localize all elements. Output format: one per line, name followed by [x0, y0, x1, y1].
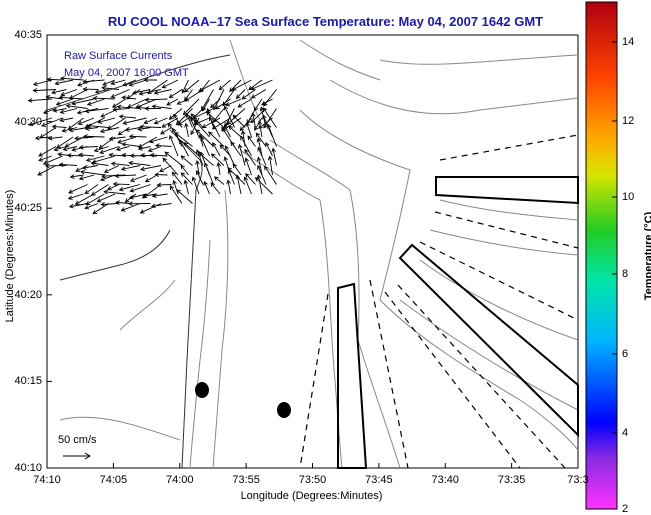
y-tick-label: 40:15 [14, 375, 42, 388]
overlay-line1: Raw Surface Currents [64, 50, 173, 62]
y-tick-label: 40:25 [14, 202, 42, 215]
y-tick-label: 40:30 [14, 115, 42, 128]
buoy-marker [195, 382, 209, 398]
colorbar-tick-label: 12 [622, 115, 635, 127]
x-tick-label: 73:3 [567, 474, 589, 486]
plot-frame [46, 34, 579, 469]
x-tick-label: 73:40 [431, 474, 460, 486]
radar-dashed-lines [299, 134, 579, 469]
colorbar-tick-label: 4 [622, 427, 629, 439]
y-axis-label: Latitude (Degrees:Minutes) [4, 189, 16, 323]
zone-channel-strip [337, 282, 368, 469]
zone-diagonal-band [398, 243, 579, 438]
scale-arrow [63, 452, 91, 460]
colorbar [585, 1, 618, 510]
coastline [46, 54, 231, 469]
y-tick-label: 40:35 [14, 29, 42, 41]
radar-zones [299, 134, 579, 469]
zone-offshore-box [435, 176, 579, 205]
buoy-marker [277, 402, 291, 418]
scale-label: 50 cm/s [58, 434, 97, 446]
y-tick-label: 40:10 [14, 462, 42, 474]
x-tick-label: 74:05 [99, 474, 128, 486]
current-vectors [27, 76, 277, 215]
x-tick-label: 73:45 [365, 474, 393, 486]
y-tick-label: 40:20 [14, 288, 42, 301]
colorbar-tick-label: 6 [622, 348, 629, 360]
bathymetry-contours [59, 39, 579, 469]
colorbar-tick-label: 8 [622, 268, 629, 280]
colorbar-tick-label: 10 [622, 191, 635, 203]
colorbar-tick-label: 14 [622, 36, 635, 48]
x-tick-label: 73:35 [497, 474, 526, 486]
x-tick-label: 74:10 [33, 474, 61, 486]
overlay-line2: May 04, 2007 16:00 GMT [64, 67, 189, 79]
figure-title: RU COOL NOAA–17 Sea Surface Temperature:… [107, 14, 544, 29]
colorbar-label: Temperature (°C) [643, 211, 651, 301]
x-tick-label: 73:55 [232, 474, 260, 486]
x-tick-label: 73:50 [298, 474, 327, 486]
x-tick-label: 74:00 [165, 474, 194, 486]
colorbar-tick-label: 2 [622, 503, 629, 515]
x-axis-label: Longitude (Degrees:Minutes) [240, 490, 383, 502]
